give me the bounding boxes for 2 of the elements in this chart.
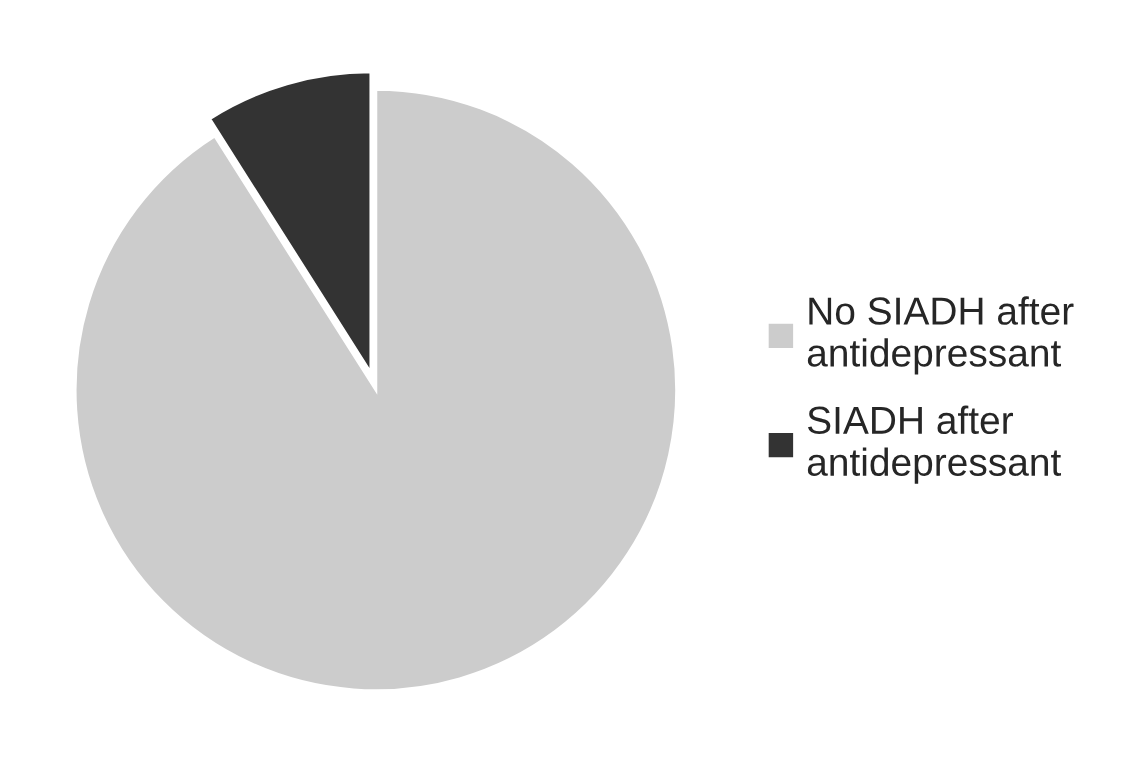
legend-label: SIADH after antidepressant xyxy=(807,405,1062,484)
legend-label: No SIADH after antidepressant xyxy=(807,296,1074,375)
